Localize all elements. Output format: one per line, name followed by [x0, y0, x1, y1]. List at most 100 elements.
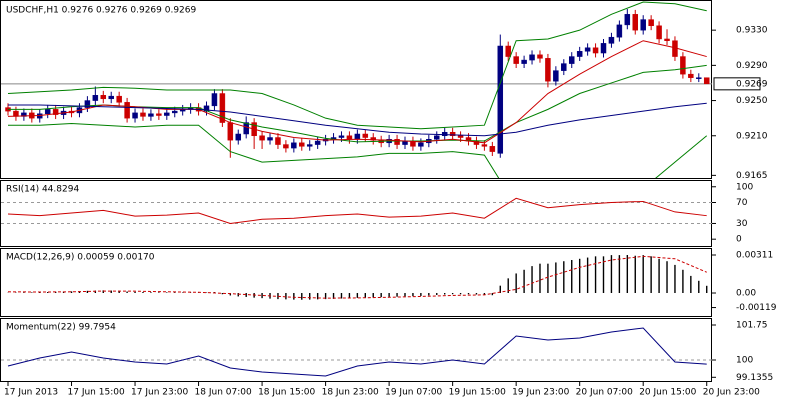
x-tick-label: 18 Jun 07:00: [195, 388, 252, 398]
candle-body: [545, 58, 551, 82]
last-price-label: 0.9269: [736, 79, 768, 89]
y-tick-label: -0.00119: [736, 303, 777, 313]
candle-body: [44, 109, 51, 115]
y-tick-label: 0.00: [736, 289, 756, 299]
y-tick-label: 0.9210: [736, 131, 768, 141]
candle-body: [513, 56, 519, 64]
y-tick-label: 0.00311: [736, 250, 773, 260]
candle-body: [116, 95, 122, 103]
candle-body: [481, 144, 488, 147]
x-tick-label: 17 Jun 23:00: [131, 388, 188, 398]
candle-body: [148, 113, 154, 117]
x-tick-label: 20 Jun 15:00: [639, 388, 696, 398]
candle-body: [52, 109, 59, 115]
y-tick-label: 0: [736, 235, 742, 245]
candle-body: [275, 137, 281, 145]
candle-body: [13, 110, 19, 117]
candle-body: [100, 95, 107, 100]
series-line: [7, 327, 707, 377]
candle-body: [608, 36, 615, 44]
x-tick-label: 19 Jun 15:00: [449, 388, 506, 398]
candle-body: [696, 77, 702, 79]
candle-body: [219, 93, 226, 123]
candle-body: [703, 77, 710, 85]
y-tick-label: 101.75: [736, 321, 768, 331]
candle-body: [568, 56, 575, 64]
candle-body: [267, 137, 273, 141]
series-line: [8, 122, 708, 178]
series-line: [7, 255, 707, 299]
x-tick-label: 18 Jun 15:00: [258, 388, 315, 398]
series-line: [7, 40, 707, 144]
candle-body: [561, 63, 567, 71]
y-tick-label: 0.9330: [736, 26, 768, 36]
candle-body: [640, 19, 646, 31]
x-tick-label: 20 Jun 23:00: [703, 388, 760, 398]
candle-body: [497, 45, 504, 154]
panel-title: USDCHF,H1 0.9276 0.9276 0.9269 0.9269: [6, 6, 196, 16]
panel: [1, 1, 712, 178]
candle-body: [441, 131, 448, 137]
candle-body: [259, 135, 265, 141]
panel: [7, 254, 708, 300]
panel-frame: [0, 248, 712, 317]
candle-body: [656, 25, 662, 40]
series-line: [7, 1, 707, 130]
x-tick-label: 17 Jun 15:00: [68, 388, 125, 398]
candle-body: [124, 102, 130, 119]
candle-body: [338, 135, 345, 138]
candle-body: [306, 144, 313, 147]
candle-body: [664, 38, 670, 41]
candle-body: [688, 73, 694, 78]
candle-body: [624, 14, 631, 26]
candle-body: [227, 122, 234, 141]
candle-body: [140, 112, 146, 117]
candle-body: [394, 139, 400, 145]
last-price-box: [713, 77, 761, 91]
candle-body: [489, 146, 496, 152]
candle-body: [283, 144, 289, 149]
candle-body: [616, 24, 623, 38]
candle-body: [299, 142, 305, 147]
candle-body: [92, 95, 99, 101]
candle-body: [235, 133, 242, 141]
candle-body: [164, 112, 170, 116]
candle-body: [362, 133, 369, 138]
series-line: [8, 102, 707, 137]
panel: [1, 197, 712, 224]
candle-body: [680, 56, 686, 75]
candle-body: [537, 54, 543, 59]
x-tick-label: 19 Jun 23:00: [512, 388, 569, 398]
y-tick-label: 0.9250: [736, 96, 768, 106]
x-tick-label: 20 Jun 07:00: [576, 388, 633, 398]
candle-body: [600, 43, 607, 54]
candle-body: [434, 135, 440, 140]
candle-body: [505, 45, 511, 57]
candle-body: [291, 142, 297, 149]
candle-body: [84, 100, 91, 108]
candle-body: [243, 122, 249, 135]
candle-body: [354, 133, 361, 140]
x-tick-label: 19 Jun 07:00: [385, 388, 442, 398]
y-tick-label: 100: [736, 182, 753, 192]
panel-frame: [0, 180, 712, 247]
y-tick-label: 0.9290: [736, 61, 768, 71]
candle-body: [529, 54, 535, 61]
candle-body: [584, 47, 591, 52]
panel: [1, 327, 712, 377]
candle-body: [171, 110, 178, 114]
y-tick-label: 100: [736, 356, 753, 366]
candle-body: [449, 131, 456, 137]
candle-body: [592, 47, 599, 54]
candle-body: [648, 19, 654, 27]
candle-body: [521, 59, 527, 64]
candle-body: [457, 135, 464, 138]
y-tick-label: 70: [736, 198, 748, 208]
candle-body: [576, 51, 583, 57]
panel-title: MACD(12,26,9) 0.00059 0.00170: [6, 253, 155, 263]
candle-body: [211, 93, 218, 107]
series-line: [7, 197, 707, 224]
candle-body: [418, 142, 424, 147]
candle-body: [314, 140, 321, 145]
